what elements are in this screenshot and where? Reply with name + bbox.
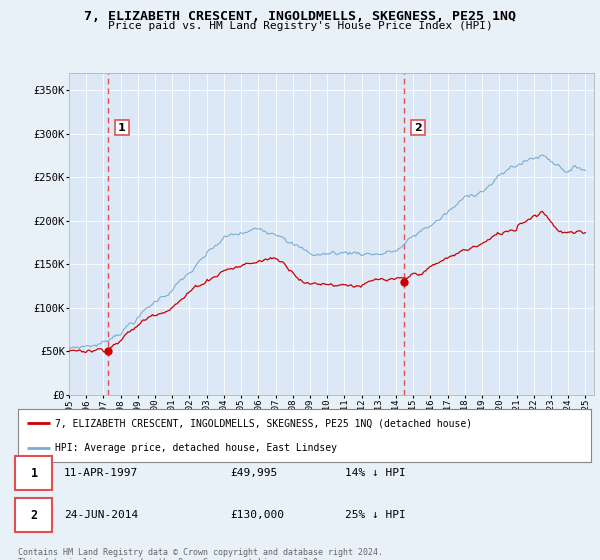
Text: Price paid vs. HM Land Registry's House Price Index (HPI): Price paid vs. HM Land Registry's House … — [107, 21, 493, 31]
FancyBboxPatch shape — [15, 456, 52, 490]
Text: 7, ELIZABETH CRESCENT, INGOLDMELLS, SKEGNESS, PE25 1NQ: 7, ELIZABETH CRESCENT, INGOLDMELLS, SKEG… — [84, 10, 516, 23]
Text: 14% ↓ HPI: 14% ↓ HPI — [344, 468, 406, 478]
Text: 25% ↓ HPI: 25% ↓ HPI — [344, 510, 406, 520]
Text: £49,995: £49,995 — [230, 468, 277, 478]
FancyBboxPatch shape — [15, 498, 52, 532]
Text: 2: 2 — [31, 508, 38, 522]
Text: 7, ELIZABETH CRESCENT, INGOLDMELLS, SKEGNESS, PE25 1NQ (detached house): 7, ELIZABETH CRESCENT, INGOLDMELLS, SKEG… — [55, 418, 472, 428]
Text: 11-APR-1997: 11-APR-1997 — [64, 468, 138, 478]
Text: 1: 1 — [118, 123, 126, 133]
Text: £130,000: £130,000 — [230, 510, 284, 520]
Text: HPI: Average price, detached house, East Lindsey: HPI: Average price, detached house, East… — [55, 442, 337, 452]
Text: 24-JUN-2014: 24-JUN-2014 — [64, 510, 138, 520]
Text: 1: 1 — [31, 466, 38, 479]
Text: Contains HM Land Registry data © Crown copyright and database right 2024.
This d: Contains HM Land Registry data © Crown c… — [18, 548, 383, 560]
Text: 2: 2 — [414, 123, 422, 133]
